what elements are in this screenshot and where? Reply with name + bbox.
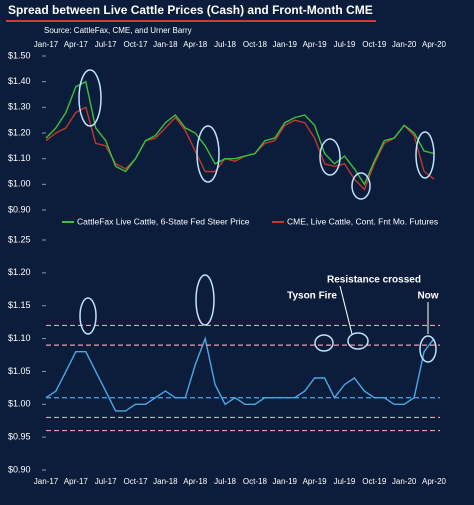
- ellipse: [314, 334, 334, 352]
- x-tick-label: Apr-20: [422, 477, 447, 486]
- x-tick-label: Jan-19: [273, 40, 298, 49]
- x-tick-label: Oct-19: [362, 477, 387, 486]
- x-tick-label: Oct-18: [243, 40, 268, 49]
- y-tick-label: $1.40: [8, 76, 31, 86]
- x-tick-label: Apr-17: [64, 40, 89, 49]
- x-tick-label: Jan-18: [153, 40, 178, 49]
- annotation: Tyson Fire: [287, 291, 337, 302]
- y-tick-label: $1.20: [8, 267, 31, 277]
- x-tick-label: Apr-18: [183, 477, 208, 486]
- y-tick-label: $1.00: [8, 399, 31, 409]
- series-line: [45, 106, 435, 191]
- x-tick-label: Jan-20: [392, 40, 417, 49]
- y-tick-label: $1.50: [8, 50, 31, 60]
- x-tick-label: Jan-17: [34, 40, 59, 49]
- ellipse: [351, 172, 371, 200]
- x-tick-label: Jul-18: [214, 40, 236, 49]
- x-tick-label: Apr-20: [422, 40, 447, 49]
- series-line: [45, 336, 435, 412]
- x-tick-label: Oct-18: [243, 477, 268, 486]
- annotation: Now: [417, 291, 438, 302]
- y-tick-label: $1.05: [8, 366, 31, 376]
- ellipse: [79, 297, 97, 335]
- chart-title: Spread between Live Cattle Prices (Cash)…: [8, 3, 373, 17]
- y-tick-label: $1.15: [8, 300, 31, 310]
- ellipse: [319, 138, 341, 176]
- x-tick-label: Jan-20: [392, 477, 417, 486]
- x-tick-label: Jan-19: [273, 477, 298, 486]
- x-tick-label: Jul-17: [95, 40, 117, 49]
- x-tick-label: Apr-18: [183, 40, 208, 49]
- y-tick-label: $1.20: [8, 127, 31, 137]
- annotation: Resistance crossed: [327, 275, 421, 286]
- y-tick-label: $1.10: [8, 333, 31, 343]
- chart-source: Source: CattleFax, CME, and Urner Barry: [44, 26, 192, 35]
- ellipse: [419, 335, 437, 363]
- x-tick-label: Jul-17: [95, 477, 117, 486]
- y-tick-label: $1.00: [8, 179, 31, 189]
- legend-label: CattleFax Live Cattle, 6-State Fed Steer…: [77, 216, 250, 226]
- ellipse: [78, 69, 102, 127]
- x-tick-label: Jan-17: [34, 477, 59, 486]
- x-tick-label: Jan-18: [153, 477, 178, 486]
- y-tick-label: $1.10: [8, 153, 31, 163]
- annotation-arrow: [339, 285, 353, 335]
- ellipse: [196, 125, 220, 183]
- x-tick-label: Apr-19: [303, 477, 328, 486]
- ellipse: [415, 131, 435, 179]
- x-tick-label: Jul-19: [334, 40, 356, 49]
- highlight-ellipses: [78, 69, 437, 363]
- x-tick-label: Oct-17: [124, 40, 149, 49]
- legend-label: CME, Live Cattle, Cont. Fnt Mo. Futures: [287, 216, 438, 226]
- y-tick-label: $1.30: [8, 102, 31, 112]
- y-tick-label: $0.90: [8, 204, 31, 214]
- y-tick-label: $0.95: [8, 432, 31, 442]
- x-tick-label: Oct-19: [362, 40, 387, 49]
- x-tick-label: Jul-18: [214, 477, 236, 486]
- ellipse: [347, 332, 369, 350]
- x-tick-label: Apr-19: [303, 40, 328, 49]
- x-tick-label: Apr-17: [64, 477, 89, 486]
- y-tick-label: $1.25: [8, 234, 31, 244]
- y-tick-label: $0.90: [8, 464, 31, 474]
- series-line: [45, 80, 435, 186]
- ellipse: [195, 274, 215, 326]
- x-tick-label: Jul-19: [334, 477, 356, 486]
- x-tick-label: Oct-17: [124, 477, 149, 486]
